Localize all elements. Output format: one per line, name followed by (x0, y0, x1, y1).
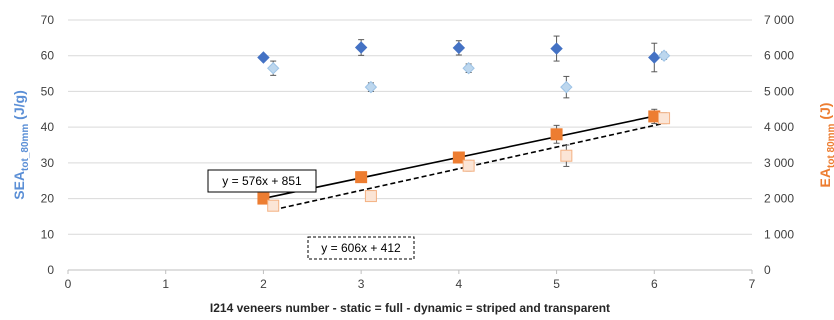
y-axis-right-label: EAtot 80mm (J) (817, 103, 834, 188)
labels: I214 veneers number - static = full - dy… (11, 90, 834, 315)
y-right-tick-label: 4 000 (764, 120, 794, 134)
y-left-tick-label: 60 (41, 49, 55, 63)
square-point (560, 149, 573, 162)
square-point (267, 199, 280, 212)
diamond-point (648, 51, 661, 64)
square-point (355, 171, 368, 184)
y-left-tick-label: 20 (41, 192, 55, 206)
y-right-tick-label: 3 000 (764, 156, 794, 170)
diamond-point (354, 41, 368, 54)
diamond-point (364, 80, 378, 94)
square-point (462, 159, 475, 172)
x-tick-label: 6 (651, 277, 658, 291)
x-axis-label: I214 veneers number - static = full - dy… (210, 301, 610, 315)
y-right-label-main: EA (817, 168, 833, 187)
data-points (257, 35, 671, 212)
y-left-tick-label: 70 (41, 13, 55, 27)
x-tick-label: 3 (358, 277, 365, 291)
x-tick-label: 4 (456, 277, 463, 291)
x-tick-label: 1 (162, 277, 169, 291)
trendlines: y = 576x + 851 y = 606x + 412 (207, 115, 665, 260)
diamond-point (462, 62, 475, 75)
y-right-tick-label: 6 000 (764, 49, 794, 63)
y-left-label-sub: tot_80mm (20, 124, 31, 171)
square-point (550, 128, 563, 141)
trendline-equation-box (307, 236, 415, 260)
square-point (658, 112, 671, 125)
y-left-tick-label: 40 (41, 120, 55, 134)
y-left-tick-label: 50 (41, 84, 55, 98)
y-left-label-main: SEA (11, 171, 27, 200)
diamond-point (257, 51, 270, 64)
trendline-equation-box (207, 169, 317, 193)
y-right-label-unit: (J) (817, 103, 833, 124)
diamond-point (266, 62, 280, 75)
y-left-tick-label: 0 (47, 263, 54, 277)
diamond-point (550, 42, 563, 55)
y-right-tick-label: 2 000 (764, 192, 794, 206)
y-right-tick-label: 7 000 (764, 13, 794, 27)
y-left-label-unit: (J/g) (11, 90, 27, 123)
square-point (364, 190, 377, 203)
x-tick-label: 5 (553, 277, 560, 291)
y-right-tick-label: 5 000 (764, 84, 794, 98)
diamond-point (452, 41, 466, 55)
gridlines (68, 19, 752, 271)
square-point (452, 151, 465, 164)
diamond-point (657, 49, 671, 62)
trendline-equation-label: y = 576x + 851 (222, 174, 302, 188)
y-left-tick-label: 10 (41, 227, 55, 241)
y-left-tick-label: 30 (41, 156, 55, 170)
x-tick-label: 7 (749, 277, 756, 291)
diamond-point (560, 80, 573, 94)
x-tick-label: 0 (65, 277, 72, 291)
y-right-tick-label: 1 000 (764, 227, 794, 241)
square-point (257, 192, 270, 205)
y-right-tick-label: 0 (764, 263, 771, 277)
trendline-equation-label: y = 606x + 412 (321, 241, 401, 255)
x-tick-label: 2 (260, 277, 267, 291)
y-axis-left-label: SEAtot_80mm (J/g) (11, 90, 31, 200)
y-right-label-sub: tot 80mm (826, 123, 834, 168)
